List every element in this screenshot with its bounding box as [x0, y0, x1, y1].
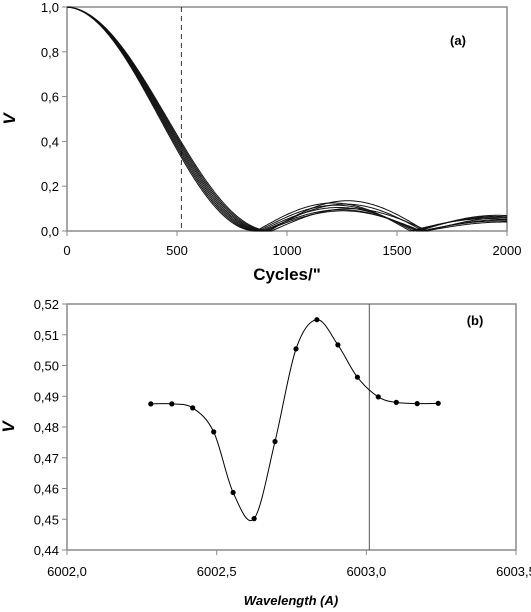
- y-axis-label-b: V: [0, 420, 18, 433]
- data-point-b: [293, 346, 299, 352]
- data-point-b: [190, 405, 196, 411]
- y-tick-label-a: 0,8: [41, 45, 59, 60]
- y-tick-label-b: 0,48: [34, 420, 59, 435]
- y-tick-label-b: 0,44: [34, 543, 59, 558]
- y-tick-label-b: 0,45: [34, 512, 59, 527]
- series-line-a-1: [66, 6, 508, 232]
- data-point-b: [251, 516, 257, 522]
- y-tick-label-b: 0,47: [34, 451, 59, 466]
- y-tick-label-b: 0,51: [34, 328, 59, 343]
- data-point-b: [414, 401, 420, 407]
- data-point-b: [148, 401, 154, 407]
- data-point-b: [335, 342, 341, 348]
- x-tick-label-b: 6003,0: [346, 564, 386, 579]
- series-line-a-6: [66, 6, 508, 232]
- x-tick-label-a: 1500: [383, 243, 412, 258]
- y-axis-label-a: V: [0, 112, 19, 125]
- data-point-b: [230, 489, 236, 496]
- x-tick-label-a: 2000: [493, 243, 522, 258]
- x-tick-label-b: 6002,5: [197, 564, 237, 579]
- plot-area-b: [66, 303, 517, 551]
- y-tick-label-b: 0,49: [34, 389, 59, 404]
- panel-label-b: (b): [467, 313, 484, 328]
- data-point-b: [211, 429, 217, 435]
- x-tick-label-a: 0: [63, 243, 70, 258]
- y-tick-label-a: 0,0: [41, 224, 59, 239]
- x-tick-label-b: 6002,0: [47, 564, 87, 579]
- y-tick-label-a: 0,6: [41, 90, 59, 105]
- x-axis-label-b: Wavelength (A): [244, 593, 338, 608]
- data-point-b: [435, 400, 441, 406]
- y-tick-label-a: 1,0: [41, 0, 59, 15]
- panel-b: 0,44 0,45 0,46 0,47 0,48 0,49 0,50 0,51 0,52 600…: [0, 297, 531, 608]
- series-line-a-8: [66, 6, 507, 232]
- series-line-a-7: [66, 6, 508, 232]
- y-tick-label-a: 0,4: [41, 134, 59, 149]
- y-tick-label-b: 0,52: [34, 297, 59, 312]
- x-axis-label-a: Cycles/": [253, 265, 321, 284]
- series-line-a-3: [66, 6, 508, 232]
- y-tick-label-b: 0,50: [34, 359, 59, 374]
- data-point-b: [375, 394, 381, 400]
- panel-a: 0,00,20,40,60,81,0 0 500 1000 1500 2000 (a) …: [0, 0, 521, 284]
- data-point-b: [393, 399, 399, 405]
- x-tick-label-a: 500: [166, 243, 188, 258]
- panel-label-a: (a): [450, 33, 466, 48]
- data-point-b: [354, 374, 360, 380]
- series-line-a-4: [66, 6, 507, 232]
- y-tick-label-a: 0,2: [41, 179, 59, 194]
- data-point-b: [272, 438, 278, 445]
- data-point-b: [314, 317, 320, 323]
- series-line-a-5: [66, 6, 507, 232]
- series-line-a-2: [66, 6, 508, 232]
- x-tick-label-a: 1000: [273, 243, 302, 258]
- plot-area-a: [66, 6, 508, 232]
- data-point-b: [169, 401, 175, 407]
- y-tick-label-b: 0,46: [34, 482, 59, 497]
- x-tick-label-b: 6003,5: [496, 564, 531, 579]
- series-line-b: [150, 319, 439, 522]
